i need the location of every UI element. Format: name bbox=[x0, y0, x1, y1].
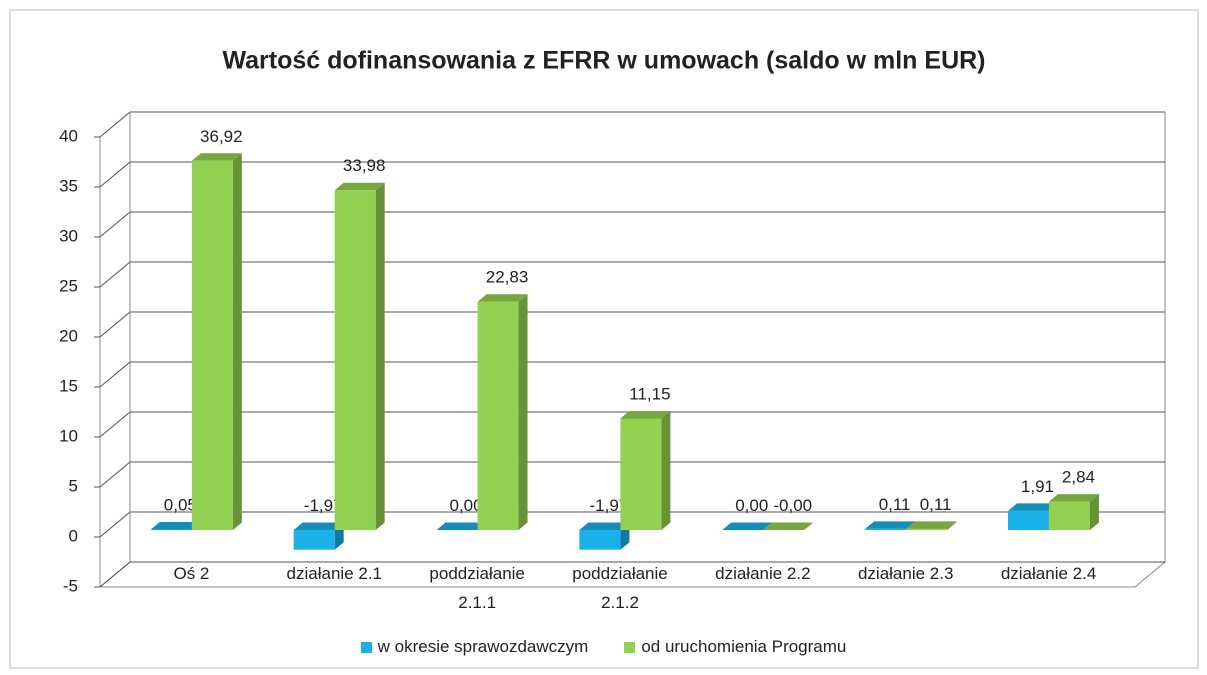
value-label: 36,92 bbox=[200, 127, 243, 146]
y-tick-label: 10 bbox=[59, 426, 78, 445]
bar-top bbox=[906, 521, 957, 529]
y-tick-label: 5 bbox=[69, 476, 78, 495]
x-tick-label: poddziałanie 2.1.1 bbox=[429, 564, 525, 612]
bar bbox=[477, 301, 519, 530]
y-tick-label: 15 bbox=[59, 376, 78, 395]
bar bbox=[906, 528, 948, 530]
bar-top bbox=[293, 522, 344, 530]
bar-top bbox=[436, 522, 487, 530]
grid-line bbox=[99, 161, 131, 188]
bar bbox=[1007, 510, 1049, 530]
value-label: 0,05 bbox=[164, 495, 197, 514]
bar bbox=[1048, 501, 1090, 530]
bar-top bbox=[191, 153, 242, 161]
bar-side bbox=[232, 153, 242, 531]
bar-top bbox=[1007, 503, 1058, 511]
bar-side bbox=[518, 294, 528, 530]
value-label: 11,15 bbox=[629, 384, 670, 403]
value-label: -0,00 bbox=[773, 496, 812, 515]
y-tick-label: -5 bbox=[63, 576, 78, 595]
grid-line bbox=[99, 461, 131, 488]
bar-top bbox=[1048, 494, 1099, 502]
x-tick-label: działanie 2.1 bbox=[286, 564, 383, 583]
grid-line bbox=[99, 111, 131, 138]
bar-top bbox=[722, 522, 773, 530]
bar bbox=[620, 418, 662, 530]
grid-line bbox=[99, 411, 131, 438]
grid-line bbox=[99, 361, 131, 388]
legend: w okresie sprawozdawczym od uruchomienia … bbox=[0, 637, 1207, 657]
x-tick-label: działanie 2.2 bbox=[715, 564, 811, 583]
bar bbox=[150, 529, 192, 530]
value-label: 33,98 bbox=[343, 156, 386, 175]
bar-top bbox=[477, 294, 528, 302]
value-label: 22,83 bbox=[486, 268, 529, 287]
bar bbox=[579, 530, 621, 550]
y-tick-label: 40 bbox=[59, 126, 78, 145]
y-tick-label: 25 bbox=[59, 276, 78, 295]
bar-side bbox=[947, 521, 957, 530]
y-tick-label: 35 bbox=[59, 176, 78, 195]
grid-line bbox=[99, 311, 131, 338]
legend-item: od uruchomienia Programu bbox=[624, 637, 846, 657]
legend-label: od uruchomienia Programu bbox=[641, 637, 847, 656]
value-label: -1,97 bbox=[304, 496, 343, 515]
bar-top bbox=[334, 182, 385, 191]
bar-top bbox=[865, 521, 916, 529]
grid-line bbox=[99, 511, 131, 538]
x-tick-label: działanie 2.4 bbox=[1000, 564, 1097, 583]
value-label: 0,00 bbox=[449, 496, 482, 515]
chart-title: Wartość dofinansowania z EFRR w umowach … bbox=[222, 47, 985, 75]
bar-top bbox=[763, 522, 814, 530]
value-label: 0,11 bbox=[920, 495, 952, 514]
bar-top bbox=[620, 411, 671, 419]
bar-side bbox=[1089, 494, 1099, 530]
grid-line bbox=[99, 261, 131, 288]
x-tick-label: poddziałanie 2.1.2 bbox=[572, 564, 668, 612]
bar-side bbox=[661, 411, 671, 530]
legend-swatch bbox=[624, 642, 636, 653]
y-tick-label: 0 bbox=[69, 526, 78, 545]
grid-line bbox=[99, 561, 131, 588]
x-tick-label: Oś 2 bbox=[173, 564, 210, 583]
value-label: -1,97 bbox=[590, 496, 629, 515]
legend-label: w okresie sprawozdawczym bbox=[377, 637, 589, 656]
y-tick-label: 30 bbox=[59, 226, 78, 245]
legend-swatch bbox=[360, 642, 372, 653]
legend-item: w okresie sprawozdawczym bbox=[360, 637, 589, 657]
x-tick-label: działanie 2.3 bbox=[857, 564, 954, 583]
y-tick-label: 20 bbox=[59, 326, 78, 345]
value-label: 0,11 bbox=[879, 495, 911, 514]
bar bbox=[293, 530, 335, 550]
bar-side bbox=[375, 182, 385, 530]
bar bbox=[191, 160, 233, 531]
value-label: 1,91 bbox=[1021, 477, 1054, 496]
grid-line bbox=[99, 211, 131, 238]
value-label: 2,84 bbox=[1062, 468, 1095, 487]
value-label: 0,00 bbox=[735, 496, 768, 515]
bar-top bbox=[579, 522, 630, 530]
bar bbox=[865, 528, 907, 530]
bar bbox=[334, 190, 376, 530]
bar-top bbox=[150, 522, 201, 530]
